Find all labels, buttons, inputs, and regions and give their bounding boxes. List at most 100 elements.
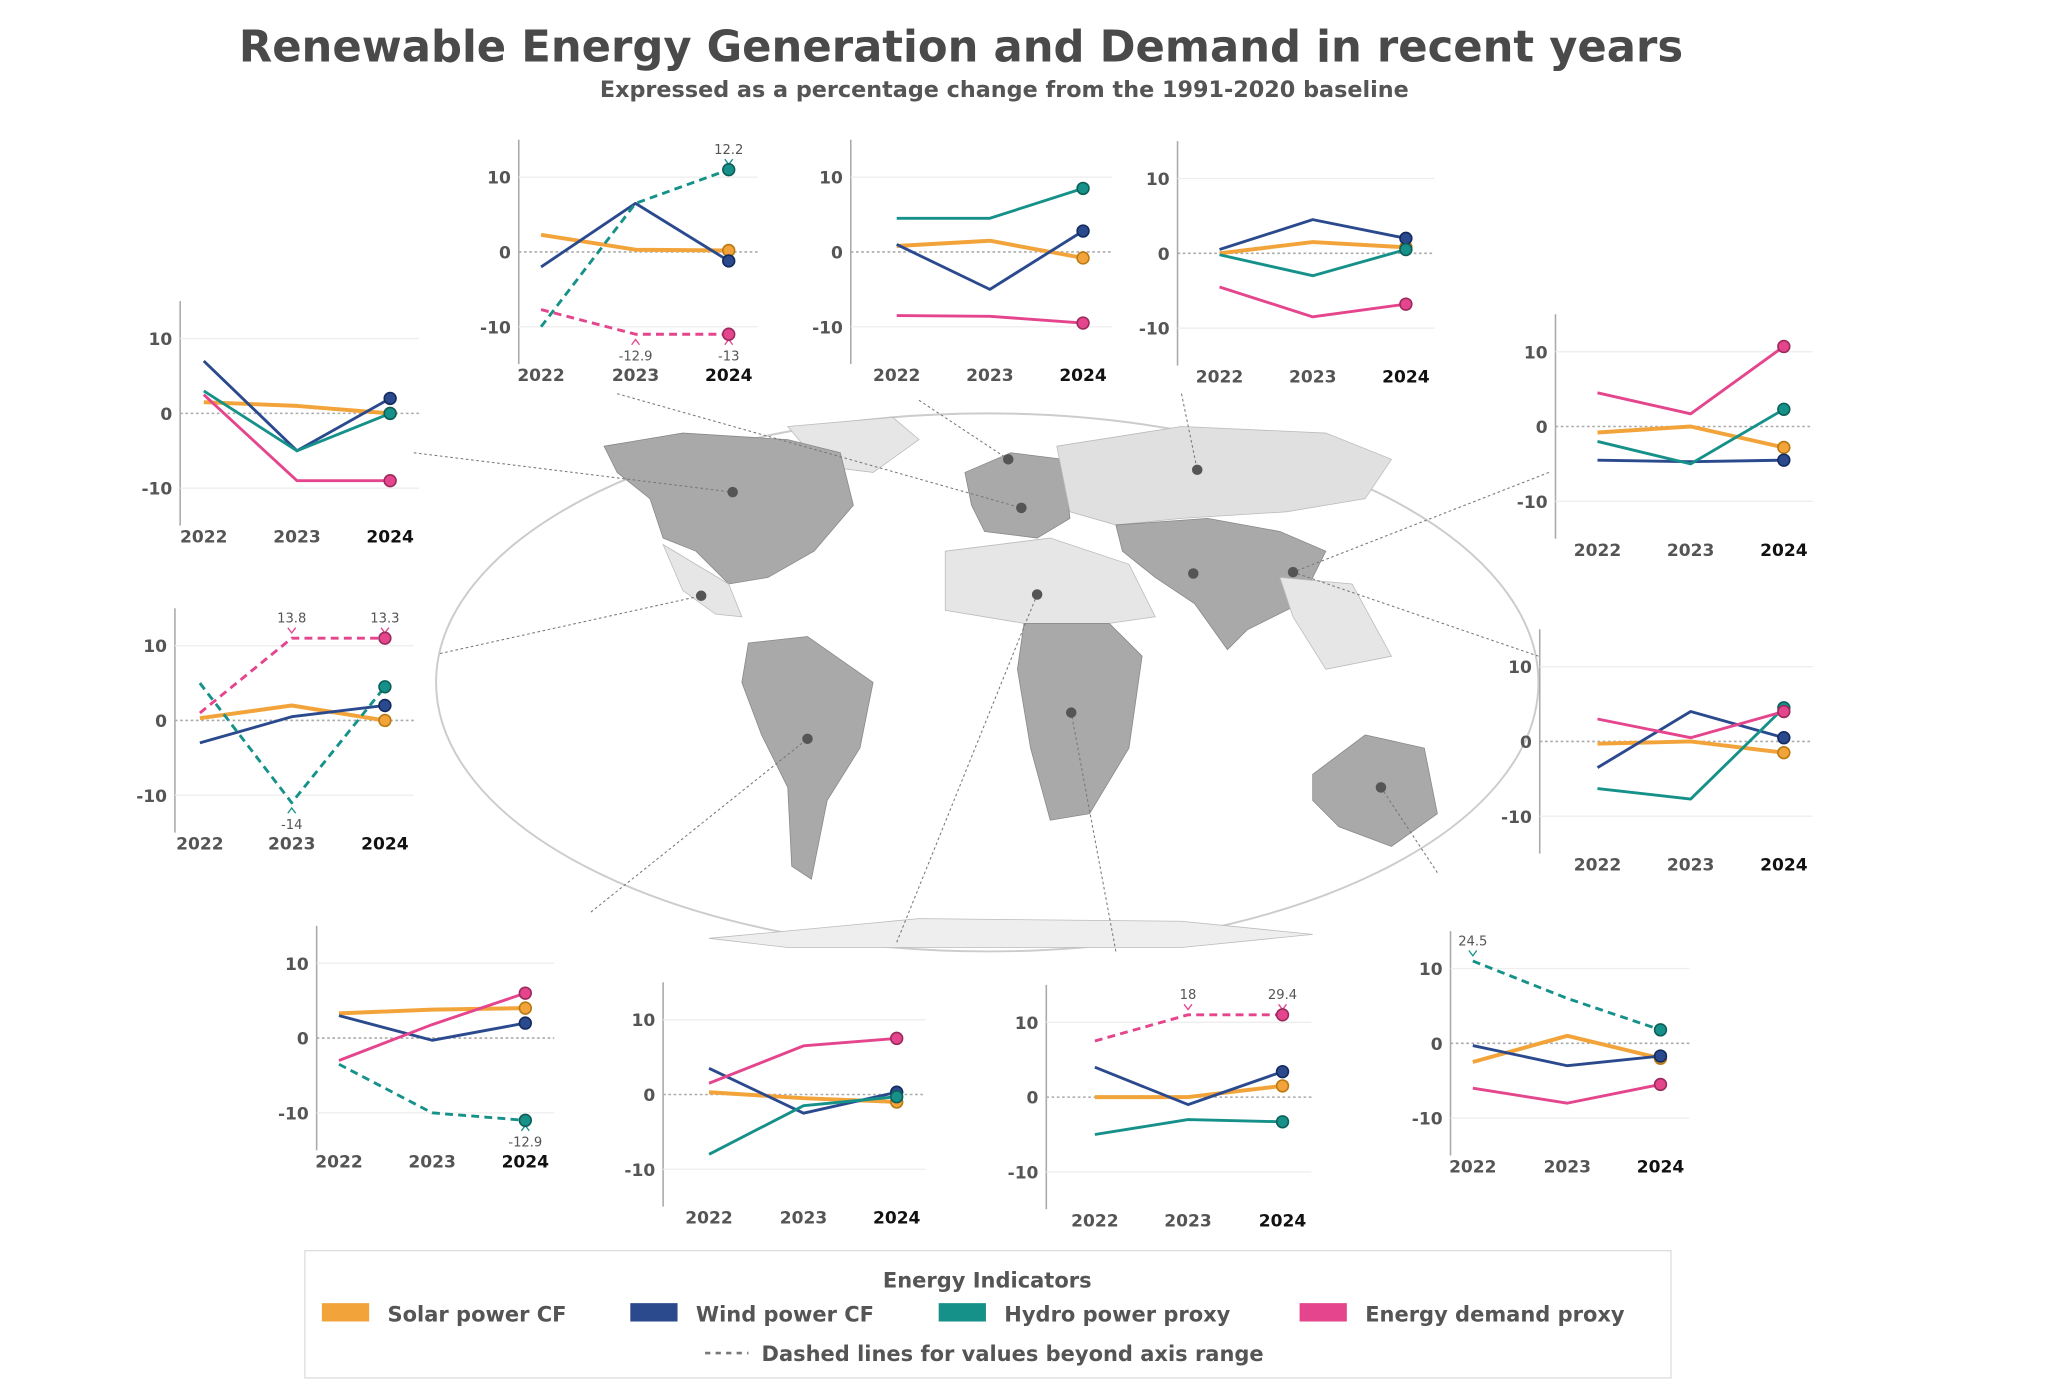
x-tick-label: 2022 xyxy=(1196,368,1243,388)
mini-chart: 10 0 -10 2022 2023 2024 xyxy=(1517,314,1813,561)
wind-series-line xyxy=(1596,710,1785,769)
x-tick-label: 2024 xyxy=(1760,856,1808,876)
out-of-range-value-label: -12.9 xyxy=(508,1136,542,1151)
x-tick-label: 2023 xyxy=(408,1152,455,1172)
out-of-range-value-label: 13.3 xyxy=(370,611,399,626)
out-of-range-arrow-icon xyxy=(631,338,641,346)
y-tick-label: 0 xyxy=(1027,1089,1039,1109)
y-tick-label: 10 xyxy=(1146,170,1170,190)
solar-2024-marker xyxy=(1777,745,1791,760)
demand-series-line xyxy=(540,308,729,336)
y-tick-label: -10 xyxy=(624,1161,655,1181)
x-tick-label: 2023 xyxy=(1544,1158,1591,1178)
region-marker xyxy=(802,733,813,745)
wind-2024-marker xyxy=(722,254,736,268)
wind-series-line xyxy=(1094,1065,1284,1107)
hydro-2024-marker xyxy=(518,1113,533,1128)
wind-series-line xyxy=(199,704,386,745)
legend-item-label: Wind power CF xyxy=(696,1303,874,1327)
north-america xyxy=(603,432,854,585)
demand-series-line xyxy=(1597,345,1785,416)
connector-line xyxy=(617,393,1022,509)
connector-line xyxy=(439,595,702,655)
demand-series-line xyxy=(896,314,1084,325)
hydro-series-line xyxy=(708,1095,897,1156)
x-tick-label: 2022 xyxy=(315,1152,362,1172)
connector-line xyxy=(1070,712,1117,952)
x-tick-label: 2024 xyxy=(1382,368,1430,388)
solar-series-line xyxy=(199,703,386,723)
x-tick-label: 2022 xyxy=(1449,1158,1496,1178)
connector-line xyxy=(918,399,1009,460)
hydro-series-line xyxy=(203,389,391,453)
region-marker xyxy=(1003,454,1014,465)
connector-line xyxy=(1292,571,1539,657)
hydro-2024-marker xyxy=(1275,1115,1290,1129)
out-of-range-value-label: 12.2 xyxy=(714,143,743,158)
mini-chart: 10 0 -10 2022 2023 2024 18 29.4 xyxy=(1008,984,1312,1231)
connector-line xyxy=(1380,787,1438,873)
y-tick-label: 0 xyxy=(643,1086,655,1106)
demand-series-line xyxy=(338,991,526,1062)
x-tick-label: 2023 xyxy=(780,1209,827,1229)
x-tick-label: 2023 xyxy=(1667,541,1714,561)
wind-2024-marker xyxy=(383,391,397,406)
x-tick-label: 2024 xyxy=(1760,541,1808,561)
wind-2024-marker xyxy=(1399,231,1413,246)
demand-2024-marker xyxy=(1777,704,1791,719)
hydro-2024-marker xyxy=(383,406,397,421)
hydro-series-line xyxy=(1597,408,1785,466)
region-marker xyxy=(1191,464,1203,476)
region-marker xyxy=(1375,782,1387,793)
hydro-2024-marker xyxy=(722,162,736,177)
y-tick-label: -10 xyxy=(136,787,167,807)
hydro-2024-marker xyxy=(1399,242,1413,257)
mini-chart: 10 0 -10 2022 2023 2024 xyxy=(812,139,1112,386)
y-tick-label: -10 xyxy=(1501,808,1532,828)
connector-line xyxy=(1292,471,1550,573)
hydro-2024-marker xyxy=(1777,402,1791,416)
x-tick-label: 2024 xyxy=(366,528,414,548)
mini-chart: 10 0 -10 2022 2023 2024 24.5 xyxy=(1412,931,1690,1178)
out-of-range-value-label: 13.8 xyxy=(277,611,306,626)
legend-swatch xyxy=(630,1303,678,1322)
legend-item-label: Hydro power proxy xyxy=(1004,1303,1230,1327)
wind-series-line xyxy=(1472,1044,1661,1068)
y-tick-label: 0 xyxy=(1158,245,1170,265)
demand-2024-marker xyxy=(383,474,397,488)
antarctica xyxy=(708,918,1313,948)
y-tick-label: -10 xyxy=(480,318,511,338)
demand-series-line xyxy=(1597,710,1785,740)
x-tick-label: 2024 xyxy=(1637,1158,1685,1178)
x-tick-label: 2022 xyxy=(176,835,223,855)
y-tick-label: -10 xyxy=(1008,1163,1039,1183)
legend-item-label: Energy demand proxy xyxy=(1365,1303,1625,1327)
mini-chart: 10 0 -10 2022 2023 2024 xyxy=(1139,141,1435,388)
world-map xyxy=(435,412,1540,953)
x-tick-label: 2022 xyxy=(1071,1211,1118,1231)
solar-2024-marker xyxy=(1275,1079,1290,1093)
mini-chart: 10 0 -10 2022 2023 2024 -14 13.8 13.3 xyxy=(136,608,414,855)
legend-dashed-note: Dashed lines for values beyond axis rang… xyxy=(762,1342,1264,1366)
x-tick-label: 2023 xyxy=(273,528,320,548)
solar-2024-marker xyxy=(1076,251,1090,265)
region-marker xyxy=(1016,502,1027,514)
y-tick-label: 0 xyxy=(160,405,172,425)
china-india xyxy=(1115,517,1327,651)
x-tick-label: 2023 xyxy=(612,366,659,386)
y-tick-label: 0 xyxy=(1431,1035,1443,1055)
wind-2024-marker xyxy=(1076,224,1090,238)
out-of-range-value-label: -14 xyxy=(281,818,302,833)
demand-2024-marker xyxy=(378,631,392,645)
region-marker xyxy=(1287,566,1299,578)
hydro-series-line xyxy=(338,1062,526,1122)
demand-2024-marker xyxy=(1076,316,1090,330)
legend-swatch xyxy=(321,1303,370,1322)
demand-2024-marker xyxy=(1275,1008,1290,1022)
y-tick-label: 10 xyxy=(285,955,309,975)
hydro-2024-marker xyxy=(890,1090,904,1104)
wind-2024-marker xyxy=(518,1016,533,1030)
hydro-2024-marker xyxy=(1076,181,1090,196)
y-tick-label: 10 xyxy=(149,330,173,350)
chart-subtitle: Expressed as a percentage change from th… xyxy=(600,77,1409,103)
